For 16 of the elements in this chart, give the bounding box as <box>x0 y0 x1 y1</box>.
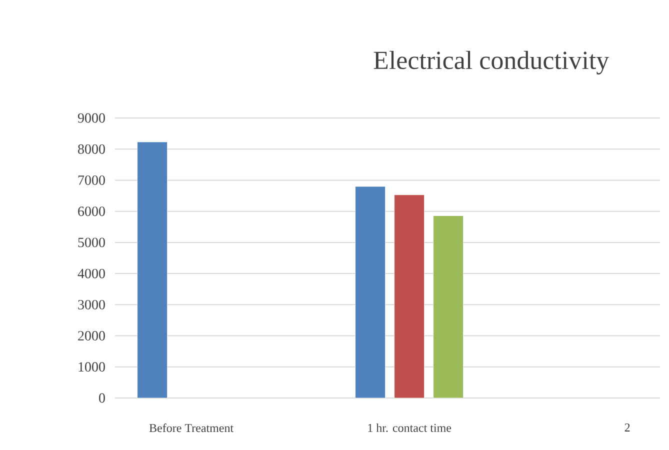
x-tick-label: 1 hr. contact time <box>368 424 452 432</box>
chart-title: Electrical conductivity <box>374 50 610 74</box>
x-tick-label: 2 <box>624 424 630 432</box>
y-tick-label: 4000 <box>78 268 105 278</box>
bar <box>137 142 168 398</box>
y-tick-label: 1000 <box>78 362 105 372</box>
y-tick-label: 8000 <box>78 144 105 154</box>
y-tick-label: 6000 <box>78 206 105 216</box>
bar <box>355 186 386 398</box>
x-tick-label: Before Treatment <box>149 424 234 432</box>
y-tick-label: 5000 <box>78 238 105 248</box>
y-tick-label: 7000 <box>78 176 105 185</box>
y-tick-label: 2000 <box>78 331 105 341</box>
y-tick-label: 0 <box>99 393 105 403</box>
y-tick-label: 9000 <box>78 113 105 123</box>
y-tick-label: 3000 <box>78 300 105 310</box>
